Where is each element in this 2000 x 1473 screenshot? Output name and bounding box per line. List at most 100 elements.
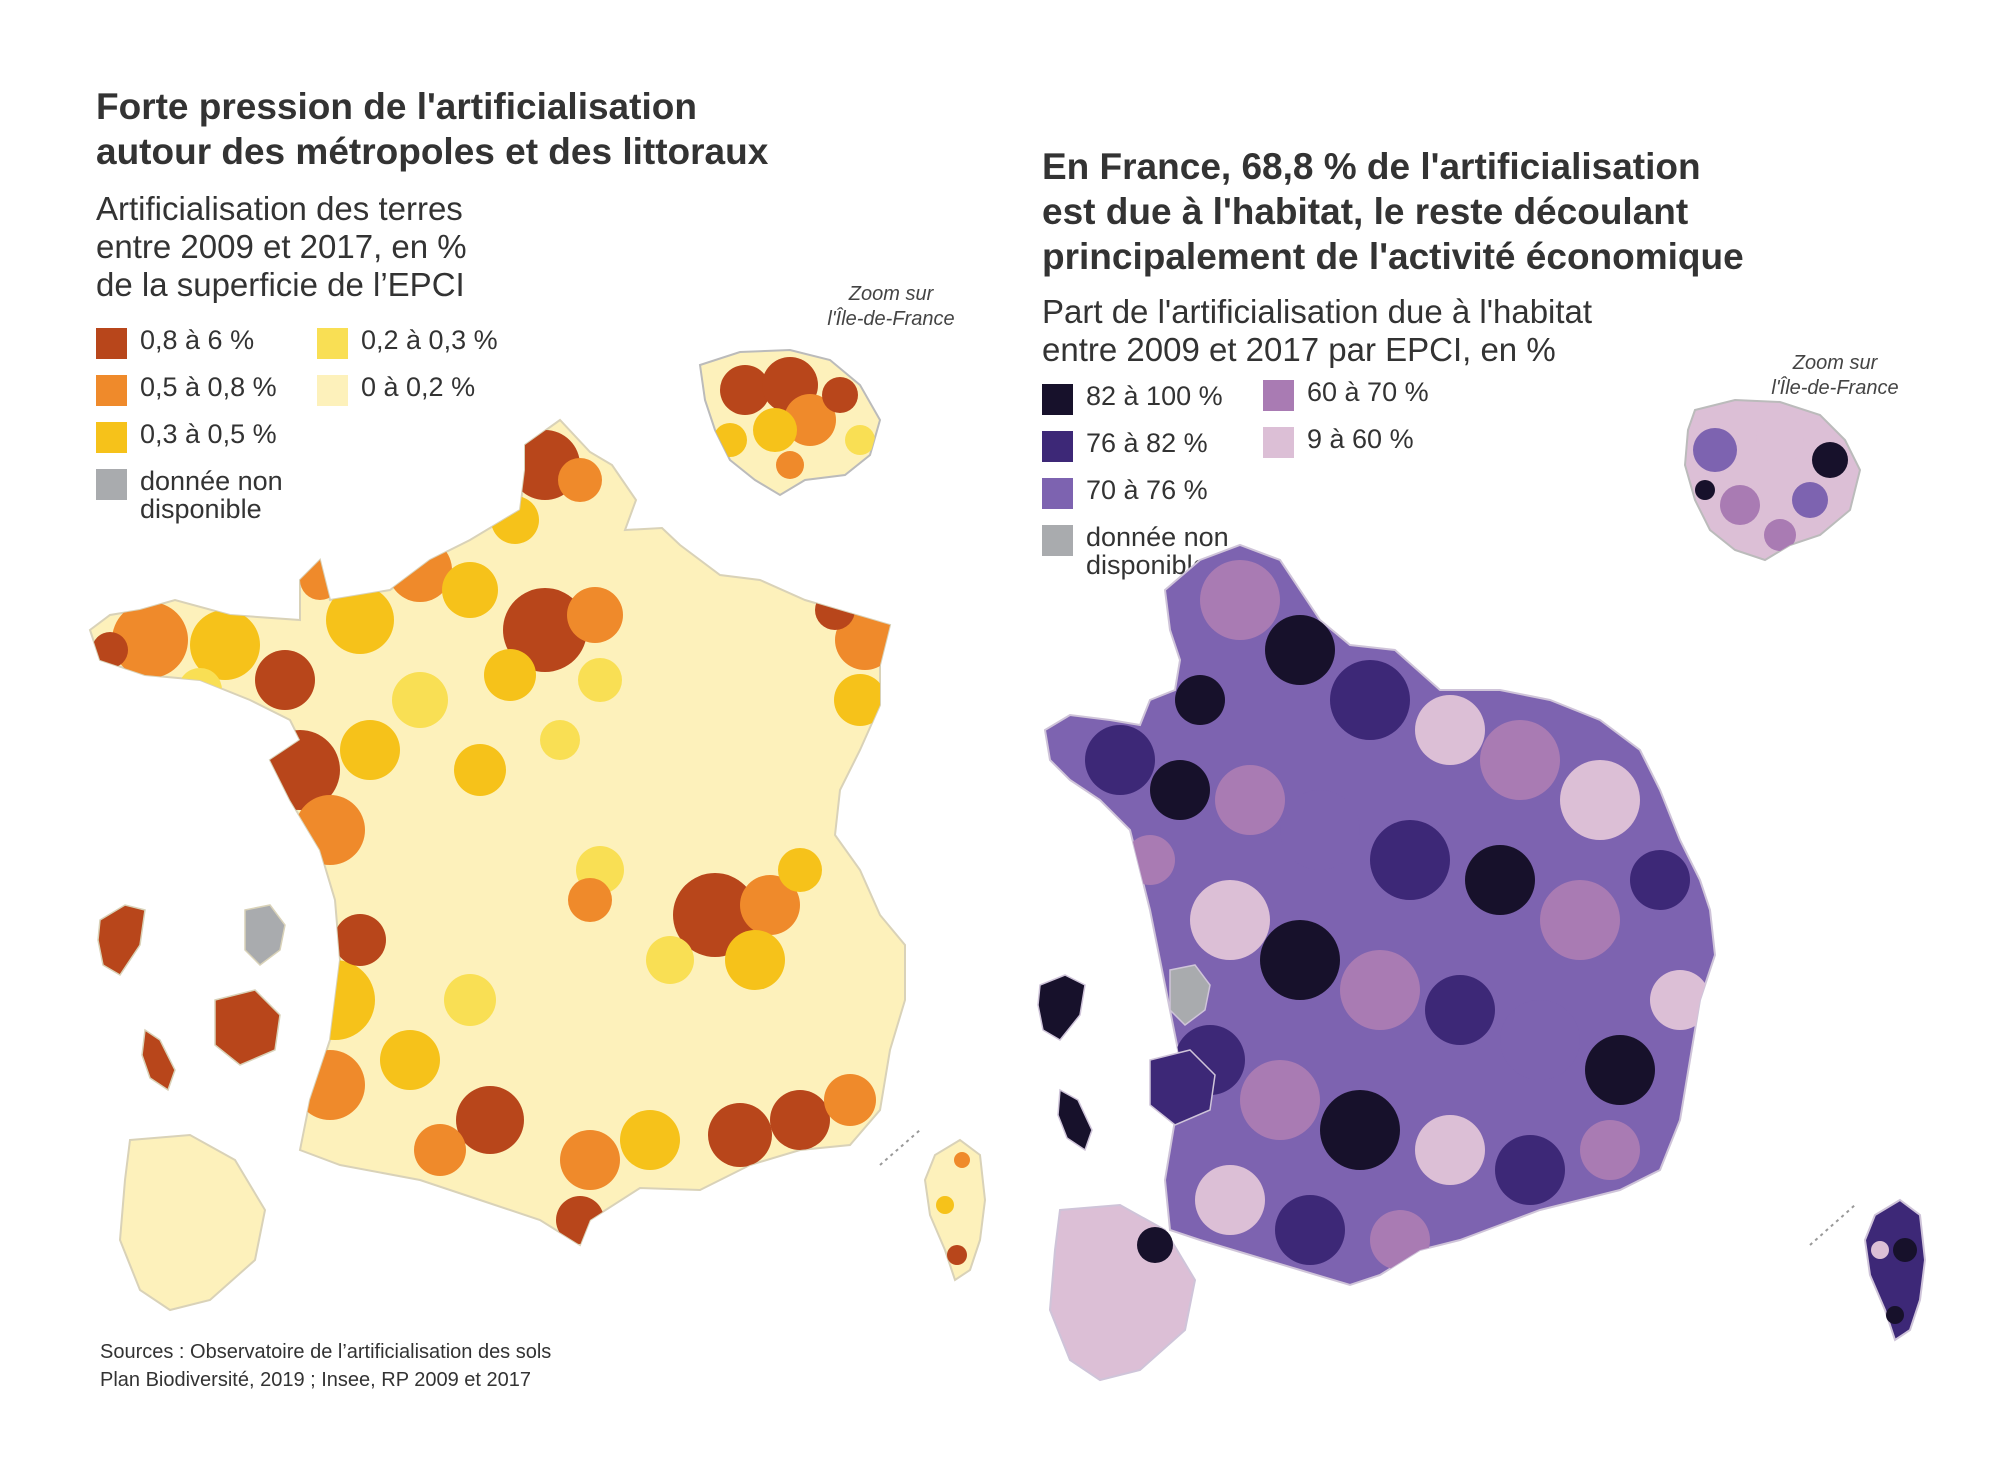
map-region	[1764, 519, 1796, 551]
legend-item: donnée non disponible	[96, 467, 283, 523]
corsica-outline	[1863, 1198, 1927, 1342]
map-region	[822, 377, 858, 413]
map-graphic	[88, 348, 987, 1312]
legend-label: donnée non disponible	[140, 466, 283, 524]
overseas-guadeloupe	[1037, 974, 1086, 1041]
map-region	[190, 610, 260, 680]
map-region	[1630, 850, 1690, 910]
map-region	[1320, 1090, 1400, 1170]
map-region	[444, 974, 496, 1026]
map-region	[673, 873, 757, 957]
map-region	[567, 587, 623, 643]
map-region	[620, 1110, 680, 1170]
map-region	[92, 632, 128, 668]
map-panel-right: En France, 68,8 % de l'artificialisation…	[1000, 0, 2000, 1473]
map-region	[484, 649, 536, 701]
map-region	[1260, 920, 1340, 1000]
map-region	[1200, 560, 1280, 640]
map-region	[1465, 845, 1535, 915]
map-region	[720, 365, 770, 415]
map-region	[568, 878, 612, 922]
map-region	[1495, 1135, 1565, 1205]
map-title: Forte pression de l'artificialisation au…	[96, 86, 769, 172]
map-title: En France, 68,8 % de l'artificialisation…	[1042, 146, 1744, 277]
corsica-outline	[923, 1138, 987, 1282]
map-region	[334, 914, 386, 966]
map-region	[1812, 442, 1848, 478]
legend-label: 70 à 76 %	[1086, 475, 1208, 505]
map-region	[1415, 695, 1485, 765]
legend-swatch	[1042, 478, 1073, 509]
overseas-guyane	[118, 1133, 267, 1312]
map-region	[380, 1030, 440, 1090]
overseas-territories	[1037, 964, 1216, 1382]
map-region	[776, 451, 804, 479]
map-region	[456, 1086, 524, 1154]
map-region	[713, 423, 747, 457]
map-region	[824, 1074, 876, 1126]
idf-inset	[698, 348, 882, 497]
map-region	[300, 560, 340, 600]
legend-swatch	[96, 469, 127, 500]
map-region	[1330, 660, 1410, 740]
map-region	[392, 672, 448, 728]
legend-label: 0,8 à 6 %	[140, 325, 255, 355]
legend-label: 0 à 0,2 %	[361, 372, 476, 402]
map-region	[414, 1124, 466, 1176]
legend-label: 0,5 à 0,8 %	[140, 372, 277, 402]
map-graphic	[1037, 398, 1927, 1382]
overseas-guadeloupe	[97, 904, 146, 977]
map-region	[1500, 1000, 1580, 1080]
legend-swatch	[96, 422, 127, 453]
legend-label: 82 à 100 %	[1086, 381, 1223, 411]
legend-swatch	[1263, 427, 1294, 458]
map-region	[1720, 485, 1760, 525]
map-region	[556, 1196, 604, 1244]
map-region	[1886, 1306, 1904, 1324]
corsica	[1809, 1198, 1927, 1342]
map-region	[646, 936, 694, 984]
legend-item: donnée non disponible	[1042, 523, 1229, 579]
map-region	[295, 1050, 365, 1120]
legend-item: 70 à 76 %	[1042, 476, 1208, 509]
map-region	[1265, 615, 1335, 685]
map-region	[255, 650, 315, 710]
overseas-mayotte	[244, 904, 286, 966]
map-region	[1085, 725, 1155, 795]
zoom-label: Zoom sur l'Île-de-France	[1771, 352, 1899, 399]
map-panel-left: Forte pression de l'artificialisation au…	[88, 86, 987, 1391]
legend-item: 0 à 0,2 %	[317, 373, 475, 406]
france-mainland	[1043, 543, 1717, 1287]
map-region	[503, 588, 587, 672]
france-outline	[88, 418, 906, 1247]
map-region	[1425, 975, 1495, 1045]
map-region	[1370, 820, 1450, 900]
legend-swatch	[96, 375, 127, 406]
idf-inset	[1683, 398, 1862, 562]
legend-item: 82 à 100 %	[1042, 382, 1223, 415]
map-region	[1215, 765, 1285, 835]
legend-swatch	[317, 375, 348, 406]
map-region	[1240, 1060, 1320, 1140]
map-region	[578, 658, 622, 702]
map-region	[1137, 1227, 1173, 1263]
map-region	[1340, 950, 1420, 1030]
overseas-mayotte	[1169, 964, 1211, 1026]
overseas-reunion	[1149, 1049, 1216, 1126]
map-region	[1195, 1165, 1265, 1235]
map-region	[1480, 720, 1560, 800]
map-region	[1580, 1120, 1640, 1180]
corsica	[879, 1129, 987, 1282]
legend-label: 0,2 à 0,3 %	[361, 325, 498, 355]
map-region	[1280, 790, 1360, 870]
map-region	[112, 602, 188, 678]
legend-swatch	[1042, 384, 1073, 415]
map-region	[1792, 482, 1828, 518]
overseas-territories	[97, 904, 286, 1312]
map-subtitle: Artificialisation des terres entre 2009 …	[96, 190, 467, 303]
map-region	[834, 674, 886, 726]
france-outline	[1043, 543, 1717, 1287]
map-region	[491, 496, 539, 544]
map-region	[770, 1090, 830, 1150]
legend-swatch	[317, 328, 348, 359]
